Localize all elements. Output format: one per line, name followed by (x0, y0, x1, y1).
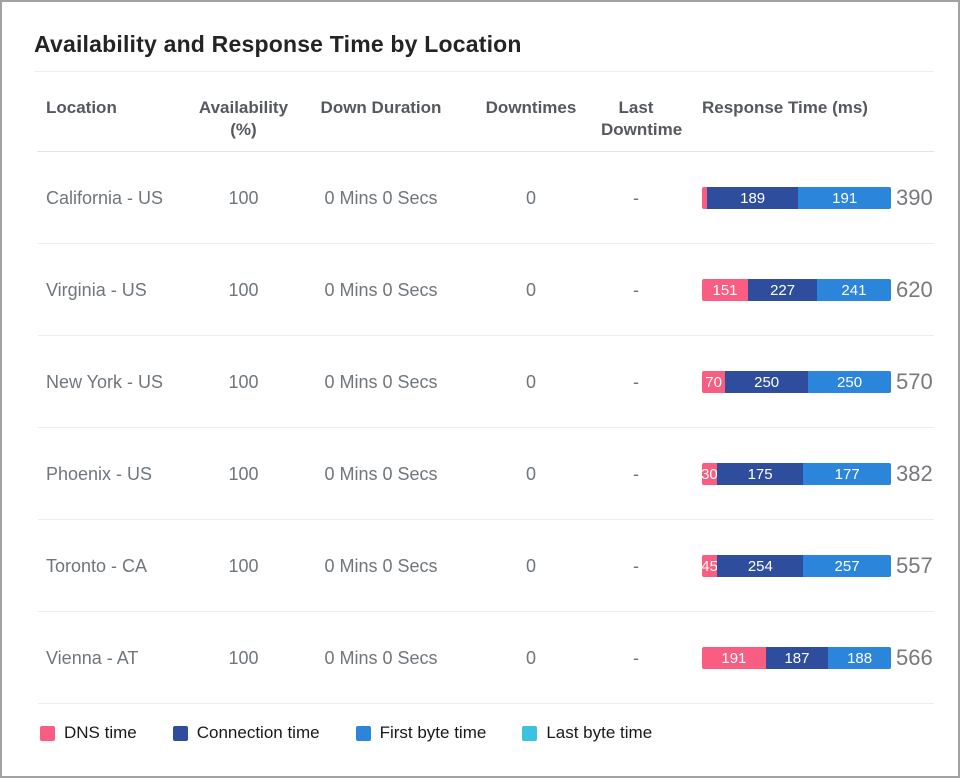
downtimes-cell: 0 (525, 555, 536, 576)
first_byte-swatch-icon (355, 725, 371, 741)
header-down-duration: Down Duration (320, 98, 442, 117)
bar-segment-first_byte[interactable]: 188 (828, 647, 891, 669)
location-cell: Toronto - CA (46, 555, 148, 576)
response-time-bar[interactable]: 45 254 257 (702, 555, 891, 577)
downtimes-cell: 0 (525, 371, 536, 392)
legend-item-dns[interactable]: DNS time (40, 723, 137, 743)
table-row: California - US 100 0 Mins 0 Secs 0 - 18… (2, 152, 958, 244)
header-location: Location (46, 98, 117, 117)
availability-cell: 100 (228, 371, 259, 392)
bar-segment-dns[interactable]: 45 (702, 555, 718, 577)
header-response-time: Response Time (ms) (702, 98, 868, 117)
table-header: Location Availability (%) Down Duration … (2, 72, 958, 152)
availability-cell: 100 (228, 647, 259, 668)
legend: DNS time Connection time First byte time La… (2, 704, 958, 743)
availability-cell: 100 (228, 463, 259, 484)
bar-segment-first_byte[interactable]: 250 (808, 371, 891, 393)
downtimes-cell: 0 (525, 463, 536, 484)
last-downtime-cell: - (633, 279, 639, 300)
bar-segment-connection[interactable]: 187 (765, 647, 829, 669)
bar-segment-dns[interactable]: 70 (702, 371, 726, 393)
last-downtime-cell: - (633, 555, 639, 576)
bar-segment-dns[interactable]: 30 (702, 463, 717, 485)
response-total: 570 (896, 369, 933, 394)
response-cell: 189 191 390 (671, 185, 934, 211)
response-cell: 151 227 241 620 (671, 277, 934, 303)
table-row: Phoenix - US 100 0 Mins 0 Secs 0 - 30175… (2, 428, 958, 520)
header-downtimes: Downtimes (485, 98, 577, 117)
legend-item-last_byte[interactable]: Last byte time (522, 723, 652, 743)
last-downtime-cell: - (633, 371, 639, 392)
availability-cell: 100 (228, 555, 259, 576)
response-time-bar[interactable]: 189 191 (702, 187, 891, 209)
downtimes-cell: 0 (525, 647, 536, 668)
down-duration-cell: 0 Mins 0 Secs (324, 555, 438, 576)
bar-segment-connection[interactable]: 175 (716, 463, 804, 485)
connection-swatch-icon (172, 725, 188, 741)
bar-segment-dns[interactable] (702, 187, 707, 209)
down-duration-cell: 0 Mins 0 Secs (324, 279, 438, 300)
response-total: 566 (896, 645, 933, 670)
availability-cell: 100 (228, 187, 259, 208)
response-total: 390 (896, 185, 933, 210)
location-cell: California - US (46, 187, 164, 208)
legend-label: Last byte time (546, 723, 653, 742)
downtimes-cell: 0 (525, 279, 536, 300)
down-duration-cell: 0 Mins 0 Secs (324, 647, 438, 668)
bar-segment-connection[interactable]: 189 (706, 187, 799, 209)
header-availability: Availability (%) (198, 98, 289, 139)
bar-segment-first_byte[interactable]: 177 (803, 463, 891, 485)
availability-cell: 100 (228, 279, 259, 300)
response-total: 382 (896, 461, 933, 486)
response-time-bar[interactable]: 151 227 241 (702, 279, 891, 301)
response-time-bar[interactable]: 191 187 188 (702, 647, 891, 669)
dns-swatch-icon (40, 725, 55, 741)
bar-segment-first_byte[interactable]: 241 (817, 279, 891, 301)
response-total: 557 (896, 553, 933, 578)
last_byte-swatch-icon (522, 725, 538, 741)
header-last-downtime: Last Downtime (601, 98, 683, 139)
response-total: 620 (896, 277, 933, 302)
legend-item-first_byte[interactable]: First byte time (355, 723, 487, 743)
downtimes-cell: 0 (525, 187, 536, 208)
location-cell: Phoenix - US (46, 463, 153, 484)
location-cell: New York - US (46, 371, 164, 392)
location-cell: Virginia - US (46, 279, 147, 300)
legend-label: Connection time (196, 723, 320, 742)
bar-segment-connection[interactable]: 254 (717, 555, 804, 577)
legend-label: DNS time (64, 723, 137, 742)
down-duration-cell: 0 Mins 0 Secs (324, 187, 438, 208)
bar-segment-dns[interactable]: 191 (702, 647, 766, 669)
legend-item-connection[interactable]: Connection time (172, 723, 320, 743)
legend-label: First byte time (379, 723, 487, 742)
bar-segment-connection[interactable]: 250 (725, 371, 809, 393)
bar-segment-first_byte[interactable]: 257 (803, 555, 891, 577)
table-row: Toronto - CA 100 0 Mins 0 Secs 0 - 45 254… (2, 520, 958, 612)
last-downtime-cell: - (633, 463, 639, 484)
response-time-bar[interactable]: 30175177 (702, 463, 891, 485)
table-row: New York - US 100 0 Mins 0 Secs 0 - 70 25… (2, 336, 958, 428)
down-duration-cell: 0 Mins 0 Secs (324, 371, 438, 392)
bar-segment-dns[interactable]: 151 (702, 279, 749, 301)
response-cell: 191 187 188 566 (671, 645, 934, 671)
table-row: Vienna - AT 100 0 Mins 0 Secs 0 - 191 187… (2, 612, 958, 704)
table-row: Virginia - US 100 0 Mins 0 Secs 0 - 151 2… (2, 244, 958, 336)
bar-segment-connection[interactable]: 227 (748, 279, 818, 301)
down-duration-cell: 0 Mins 0 Secs (324, 463, 438, 484)
table-body: California - US 100 0 Mins 0 Secs 0 - 18… (2, 152, 958, 704)
title-divider (34, 71, 934, 72)
last-downtime-cell: - (633, 647, 639, 668)
response-time-bar[interactable]: 70 250 250 (702, 371, 891, 393)
response-cell: 30175177 382 (671, 461, 934, 487)
panel-title: Availability and Response Time by Locati… (34, 31, 522, 57)
response-cell: 70 250 250 570 (671, 369, 934, 395)
last-downtime-cell: - (633, 187, 639, 208)
bar-segment-first_byte[interactable]: 191 (798, 187, 891, 209)
response-cell: 45 254 257 557 (671, 553, 934, 579)
location-cell: Vienna - AT (46, 647, 139, 668)
